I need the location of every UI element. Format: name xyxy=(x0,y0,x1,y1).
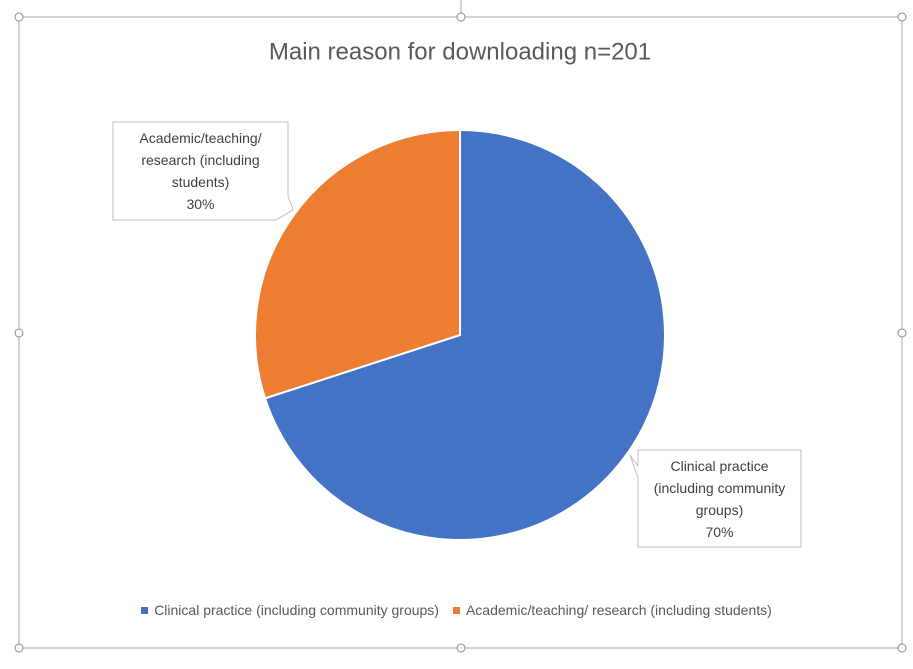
legend-swatch xyxy=(452,606,460,614)
data-label: Clinical practice (including community g… xyxy=(638,450,801,547)
legend-label: Clinical practice (including community g… xyxy=(154,602,439,618)
data-label: Academic/teaching/ research (including s… xyxy=(113,122,288,220)
pie-slice xyxy=(254,128,461,400)
selection-handles xyxy=(14,12,907,653)
data-label-category: Academic/teaching/ research (including s… xyxy=(139,130,262,190)
callout-box xyxy=(629,449,802,548)
data-label-category: Clinical practice (including community g… xyxy=(653,457,786,518)
chart-title: Main reason for downloading n=201 xyxy=(269,38,651,65)
legend-item: Academic/teaching/ research (including s… xyxy=(452,602,772,618)
callout-box xyxy=(112,121,294,221)
legend-item: Clinical practice (including community g… xyxy=(141,602,439,618)
legend-label: Academic/teaching/ research (including s… xyxy=(465,602,772,618)
data-label-value: 70% xyxy=(705,523,734,540)
legend-swatch xyxy=(141,606,149,614)
data-label-value: 30% xyxy=(186,196,215,212)
pie-slice xyxy=(263,128,666,541)
legend: Clinical practice (including community g… xyxy=(0,602,913,618)
